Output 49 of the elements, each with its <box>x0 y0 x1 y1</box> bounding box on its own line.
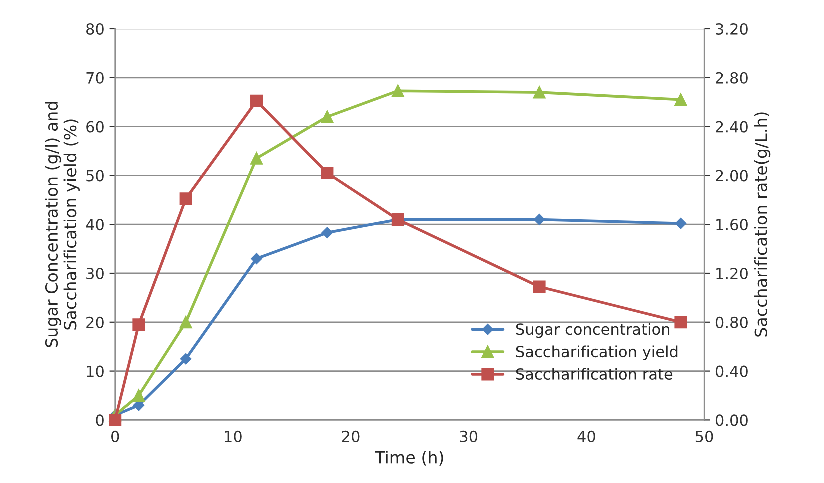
point <box>321 166 334 180</box>
x-tick-label: 20 <box>342 430 360 442</box>
y2-tick-label: 2.00 <box>716 170 748 182</box>
y2-tick-label: 0.40 <box>716 366 748 378</box>
point <box>534 214 546 226</box>
y-tick-label: 40 <box>86 219 104 231</box>
x-tick-label: 30 <box>460 430 478 442</box>
y2-tick-label: 3.20 <box>716 23 748 35</box>
y2-tick-label: 2.40 <box>716 121 748 133</box>
y2-tick-label: 1.60 <box>716 219 748 231</box>
point <box>533 86 546 99</box>
y-tick-label: 50 <box>86 170 104 182</box>
point <box>322 227 334 239</box>
point <box>674 316 688 329</box>
point <box>533 280 546 294</box>
y2-tick-label: 0.00 <box>716 414 748 426</box>
point <box>180 316 192 329</box>
y-axis-title: Sugar Concentration (g/l) and Saccharification yield (%) <box>45 102 80 348</box>
x-tick-label: 10 <box>225 430 242 442</box>
y2-tick-label: 0.80 <box>716 316 748 328</box>
point <box>392 84 404 98</box>
y-tick-label: 80 <box>86 23 104 35</box>
y2-axis-title: Saccharification rate(g/L.h) <box>754 112 771 337</box>
point <box>250 94 264 108</box>
y-tick-label: 30 <box>86 268 104 280</box>
y-tick-label: 10 <box>87 366 104 378</box>
y-tick-label: 70 <box>86 72 104 84</box>
point <box>250 152 264 165</box>
y-tick-label: 60 <box>86 121 104 133</box>
legend-label: Sugar concentration <box>516 323 670 338</box>
legend-label: Saccharification rate <box>516 368 673 380</box>
legend-label: Saccharification yield <box>516 346 678 361</box>
point <box>675 218 687 230</box>
point <box>674 94 688 106</box>
y2-tick-label: 1.20 <box>716 268 748 280</box>
y2-tick-label: 2.80 <box>716 72 748 84</box>
x-tick-label: 50 <box>696 430 714 442</box>
y-tick-label: 0 <box>96 414 104 426</box>
x-axis-title: Time (h) <box>375 450 444 466</box>
point <box>132 318 146 332</box>
x-tick-label: 40 <box>578 430 596 442</box>
point <box>251 253 262 264</box>
x-tick-label: 0 <box>112 430 120 442</box>
point <box>180 353 192 365</box>
point <box>180 192 192 206</box>
y-tick-label: 20 <box>86 316 104 328</box>
point <box>109 414 122 426</box>
point <box>132 390 146 402</box>
point <box>321 110 334 124</box>
